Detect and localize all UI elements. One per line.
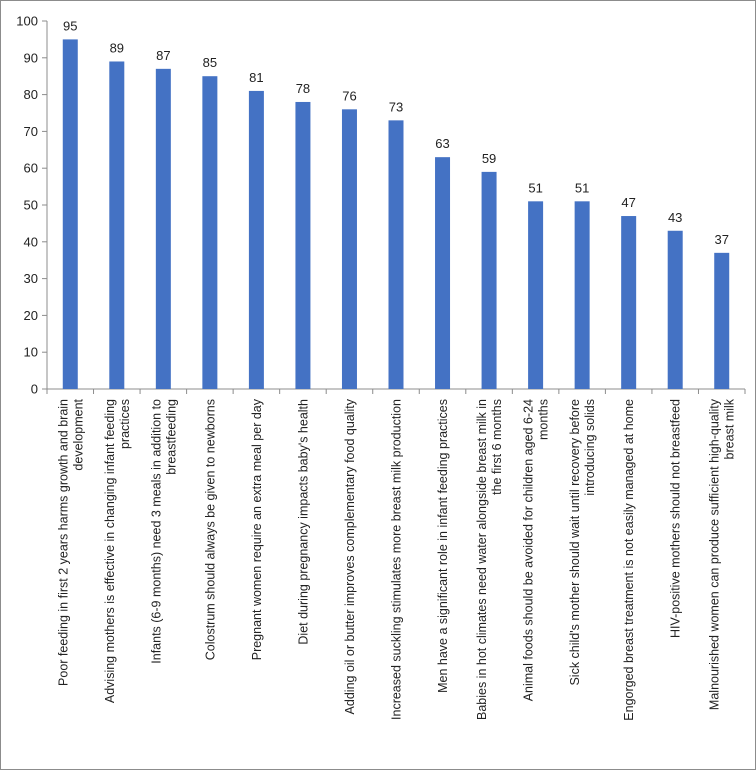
category-label-line: Advising mothers is effective in changin… xyxy=(103,399,117,703)
data-labels: 95 89 87 85 81 78 76 73 63 59 51 51 47 43 37 xyxy=(63,18,729,246)
data-label: 37 xyxy=(714,232,728,247)
data-label: 43 xyxy=(668,210,682,225)
bar xyxy=(667,230,683,389)
y-tick-label: 60 xyxy=(24,161,38,176)
data-label: 89 xyxy=(110,40,124,55)
category-label: Babies in hot climates need water alongs… xyxy=(475,399,504,720)
category-label-line: Engorged breast treatment is not easily … xyxy=(622,399,636,721)
category-label-line: Poor feeding in first 2 years harms grow… xyxy=(56,399,70,686)
bars xyxy=(62,39,730,390)
bar xyxy=(109,61,125,389)
bar xyxy=(435,157,451,389)
bar xyxy=(714,252,730,389)
category-label: Advising mothers is effective in changin… xyxy=(103,399,132,703)
category-label-line: Malnourished women can produce sufficien… xyxy=(708,398,722,710)
data-label: 51 xyxy=(575,180,589,195)
bar xyxy=(481,171,497,389)
data-label: 76 xyxy=(342,88,356,103)
category-label-line: practices xyxy=(118,399,132,449)
category-label-line: Adding oil or butter improves complement… xyxy=(343,398,357,714)
category-label: Men have a significant role in infant fe… xyxy=(436,399,450,693)
category-label-line: Colostrum should always be given to newb… xyxy=(203,399,217,660)
category-label-line: introducing solids xyxy=(583,399,597,496)
y-tick-label: 90 xyxy=(24,50,38,65)
y-tick-label: 100 xyxy=(16,14,38,29)
category-label: Infants (6-9 months) need 3 meals in add… xyxy=(149,399,178,664)
y-axis-ticks: 0 10 20 30 40 50 60 70 80 90 100 xyxy=(16,14,746,397)
data-label: 73 xyxy=(389,99,403,114)
category-label: Poor feeding in first 2 years harms grow… xyxy=(56,398,85,685)
category-label-line: months xyxy=(537,399,551,440)
data-label: 87 xyxy=(156,48,170,63)
bar xyxy=(341,109,357,389)
data-label: 51 xyxy=(528,180,542,195)
bar xyxy=(202,76,218,389)
bar xyxy=(155,68,171,389)
category-label-line: Pregnant women require an extra meal per… xyxy=(250,398,264,660)
category-label: Sick child's mother should wait until re… xyxy=(568,399,597,686)
y-tick-label: 40 xyxy=(24,234,38,249)
data-label: 85 xyxy=(203,55,217,70)
category-label-line: Increased suckling stimulates more breas… xyxy=(390,399,404,720)
category-label-line: Infants (6-9 months) need 3 meals in add… xyxy=(149,399,163,664)
bar xyxy=(295,101,311,390)
category-label: Adding oil or butter improves complement… xyxy=(343,398,357,714)
category-label-line: Sick child's mother should wait until re… xyxy=(568,399,582,686)
data-label: 47 xyxy=(621,195,635,210)
category-label-line: Diet during pregnancy impacts baby's hea… xyxy=(296,399,310,645)
category-label: Malnourished women can produce sufficien… xyxy=(708,398,737,710)
category-label-line: Men have a significant role in infant fe… xyxy=(436,399,450,693)
category-label: HIV-positive mothers should not breastfe… xyxy=(669,399,683,638)
category-label-line: HIV-positive mothers should not breastfe… xyxy=(669,399,683,638)
category-label: Animal foods should be avoided for child… xyxy=(522,399,551,701)
category-label-line: Babies in hot climates need water alongs… xyxy=(475,399,489,720)
y-tick-label: 0 xyxy=(31,382,38,397)
y-tick-label: 70 xyxy=(24,124,38,139)
category-label-line: breast milk xyxy=(723,398,737,459)
bar xyxy=(248,90,264,390)
category-label: Colostrum should always be given to newb… xyxy=(203,399,217,660)
category-label-line: development xyxy=(71,398,85,470)
category-label: Pregnant women require an extra meal per… xyxy=(250,398,264,660)
bar xyxy=(388,120,404,390)
y-tick-label: 20 xyxy=(24,308,38,323)
data-label: 59 xyxy=(482,151,496,166)
category-label-line: Animal foods should be avoided for child… xyxy=(522,399,536,701)
category-label-line: breastfeeding xyxy=(164,399,178,475)
y-tick-label: 10 xyxy=(24,345,38,360)
bar xyxy=(621,216,637,389)
category-labels: Poor feeding in first 2 years harms grow… xyxy=(56,398,736,720)
bar xyxy=(62,39,78,390)
category-label: Increased suckling stimulates more breas… xyxy=(390,399,404,720)
data-label: 63 xyxy=(435,136,449,151)
bar xyxy=(528,201,544,389)
y-tick-label: 50 xyxy=(24,198,38,213)
category-label-line: the first 6 months xyxy=(490,399,504,495)
category-label: Engorged breast treatment is not easily … xyxy=(622,399,636,721)
bar xyxy=(574,201,590,389)
y-tick-label: 30 xyxy=(24,271,38,286)
y-tick-label: 80 xyxy=(24,87,38,102)
data-label: 81 xyxy=(249,70,263,85)
data-label: 95 xyxy=(63,18,77,33)
category-label: Diet during pregnancy impacts baby's hea… xyxy=(296,399,310,645)
data-label: 78 xyxy=(296,81,310,96)
